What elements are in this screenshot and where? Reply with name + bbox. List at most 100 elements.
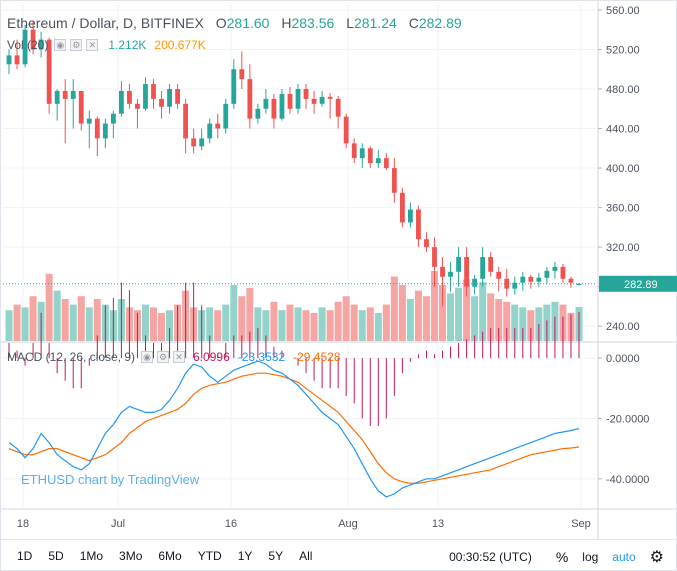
candle-body bbox=[504, 278, 510, 289]
volume-bar bbox=[5, 310, 13, 341]
candle-body bbox=[271, 98, 277, 119]
volume-bar bbox=[487, 293, 495, 341]
macd-signal-line bbox=[8, 372, 580, 484]
volume-bar bbox=[141, 304, 149, 341]
volume-bar bbox=[439, 285, 447, 341]
open-value: 281.60 bbox=[226, 15, 270, 31]
candle-body bbox=[247, 79, 253, 119]
volume-bar bbox=[77, 296, 85, 341]
close-icon[interactable]: ✕ bbox=[86, 39, 99, 51]
range-ytd-button[interactable]: YTD bbox=[197, 549, 222, 563]
candle-body bbox=[215, 123, 221, 129]
candle-body bbox=[319, 96, 325, 104]
volume-bar bbox=[69, 304, 77, 341]
candle-body bbox=[70, 90, 76, 99]
candle-body bbox=[207, 123, 213, 139]
tradingview-watermark[interactable]: ETHUSD chart by TradingView bbox=[21, 472, 200, 487]
macd-label: MACD (12, 26, close, 9) bbox=[7, 350, 136, 364]
time-tick-label: Aug bbox=[338, 518, 358, 530]
volume-bar bbox=[318, 307, 326, 341]
candle-body bbox=[295, 89, 301, 109]
volume-bar bbox=[278, 310, 286, 341]
candle-body bbox=[472, 278, 478, 287]
price-tick-label: 360.00 bbox=[606, 203, 640, 215]
volume-bar bbox=[334, 301, 342, 341]
volume-bar bbox=[382, 304, 390, 341]
candle-body bbox=[383, 158, 389, 169]
candle-body bbox=[135, 103, 140, 109]
volume-bar bbox=[455, 287, 463, 341]
volume-bar bbox=[430, 271, 439, 341]
candle-body bbox=[151, 84, 156, 99]
volume-bar bbox=[463, 279, 471, 341]
volume-bar bbox=[374, 313, 382, 341]
range-1y-button[interactable]: 1Y bbox=[237, 549, 253, 563]
volume-bar bbox=[53, 290, 61, 341]
price-tick-label: 560.00 bbox=[606, 5, 640, 17]
eye-icon[interactable]: ◉ bbox=[54, 39, 67, 51]
macd-settings-icon[interactable]: ⚙ bbox=[157, 351, 170, 363]
candle-body bbox=[343, 116, 349, 144]
volume-bar bbox=[302, 310, 310, 341]
candle-body bbox=[480, 257, 486, 279]
candle-body bbox=[351, 143, 357, 159]
macd-value: -23.3532 bbox=[237, 350, 286, 364]
price-tick-label: 320.00 bbox=[606, 242, 640, 254]
candle-body bbox=[159, 98, 164, 107]
low-value: 281.24 bbox=[353, 15, 397, 31]
candle-body bbox=[552, 266, 558, 271]
high-label: H bbox=[281, 15, 292, 31]
price-tick-label: 440.00 bbox=[606, 124, 640, 136]
volume-bar bbox=[422, 296, 430, 341]
macd-eye-icon[interactable]: ◉ bbox=[141, 351, 154, 363]
candle-body bbox=[399, 192, 405, 223]
range-all-button[interactable]: All bbox=[299, 549, 313, 563]
settings-icon[interactable]: ⚙ bbox=[70, 39, 83, 51]
macd-line bbox=[8, 360, 580, 498]
range-1d-button[interactable]: 1D bbox=[17, 549, 33, 563]
candle-body bbox=[127, 90, 132, 104]
volume-bar bbox=[214, 310, 222, 341]
symbol-legend: Ethereum / Dollar, D, BITFINEX O281.60 H… bbox=[7, 15, 462, 31]
utc-clock[interactable]: 00:30:52 (UTC) bbox=[449, 549, 532, 564]
candle-body bbox=[448, 271, 453, 277]
candle-body bbox=[528, 276, 534, 282]
auto-scale-button[interactable]: auto bbox=[612, 549, 636, 564]
candle-body bbox=[94, 118, 100, 139]
macd-legend: MACD (12, 26, close, 9) ◉ ⚙ ✕ 6.0996 -23… bbox=[7, 350, 341, 364]
candle-body bbox=[287, 93, 293, 109]
volume-ma-value: 200.677K bbox=[154, 38, 206, 52]
candle-body bbox=[86, 118, 92, 124]
range-3mo-button[interactable]: 3Mo bbox=[119, 549, 143, 563]
gear-icon[interactable]: ⚙ bbox=[649, 548, 664, 566]
range-5d-button[interactable]: 5D bbox=[48, 549, 64, 563]
close-value: 282.89 bbox=[418, 15, 462, 31]
candle-body bbox=[6, 55, 12, 65]
candle-body bbox=[327, 96, 333, 99]
candle-body bbox=[512, 282, 518, 289]
volume-bar bbox=[527, 310, 535, 341]
candle-body bbox=[143, 84, 148, 109]
volume-bar bbox=[503, 301, 511, 341]
percent-scale-button[interactable]: % bbox=[555, 548, 569, 565]
macd-hist-value: 6.0996 bbox=[193, 350, 230, 364]
candle-body bbox=[359, 148, 365, 159]
candle-body bbox=[183, 103, 189, 139]
range-6mo-button[interactable]: 6Mo bbox=[158, 549, 182, 563]
volume-bar bbox=[447, 293, 455, 341]
candle-body bbox=[488, 257, 494, 272]
macd-close-icon[interactable]: ✕ bbox=[173, 351, 186, 363]
volume-bar bbox=[222, 304, 230, 341]
range-5y-button[interactable]: 5Y bbox=[268, 549, 284, 563]
time-tick-label: Sep bbox=[571, 518, 591, 530]
log-scale-button[interactable]: log bbox=[582, 549, 599, 564]
candle-body bbox=[223, 103, 229, 129]
volume-bar bbox=[471, 296, 479, 341]
volume-legend: Vol (20) ◉ ⚙ ✕ 1.212K 200.677K bbox=[7, 38, 206, 52]
candle-body bbox=[576, 283, 582, 286]
volume-bar bbox=[310, 313, 318, 341]
volume-bar bbox=[406, 299, 414, 341]
range-1mo-button[interactable]: 1Mo bbox=[79, 549, 104, 563]
